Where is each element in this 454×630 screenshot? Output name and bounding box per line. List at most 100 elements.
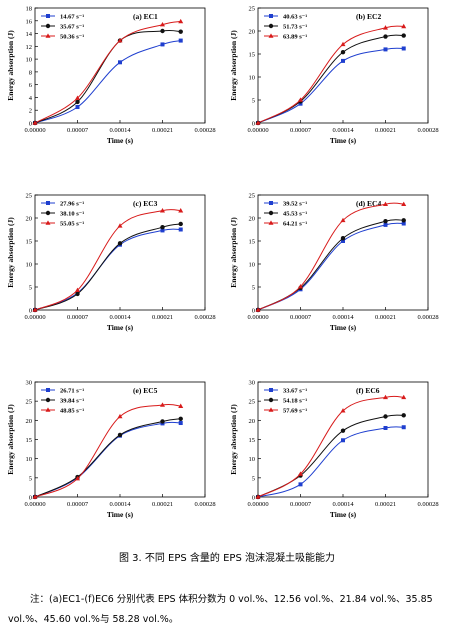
x-axis-label: Time (s) xyxy=(330,323,357,332)
data-point xyxy=(340,41,346,47)
data-point xyxy=(341,58,345,63)
legend-entry: 55.05 s⁻¹ xyxy=(60,221,84,228)
data-point xyxy=(160,28,165,34)
y-axis-label: Energy absorption (J) xyxy=(6,30,15,101)
legend-entry: 50.36 s⁻¹ xyxy=(60,34,84,41)
data-point xyxy=(178,421,183,426)
legend-entry: 45.53 s⁻¹ xyxy=(283,211,307,218)
data-point xyxy=(117,413,123,419)
series-line-1 xyxy=(257,47,404,124)
legend-entry: 38.10 s⁻¹ xyxy=(60,211,84,218)
data-point xyxy=(298,283,303,289)
x-axis-label: Time (s) xyxy=(330,510,357,519)
data-point xyxy=(160,42,165,47)
data-point xyxy=(401,46,406,51)
panel-label: (f) EC6 xyxy=(356,386,380,395)
x-tick-label: 0.00021 xyxy=(152,314,173,321)
y-tick-label: 15 xyxy=(249,239,256,246)
legend-entry: 40.63 s⁻¹ xyxy=(283,14,307,21)
data-point xyxy=(160,228,165,233)
data-point xyxy=(178,403,184,408)
legend-marker xyxy=(269,388,273,392)
chart-panel-5: 0.00000 0.00007 0.00014 0.00021 0.00028 0 5 10 1… xyxy=(6,380,216,520)
y-tick-label: 20 xyxy=(26,216,33,223)
chart-panel-4: 0.00000 0.00007 0.00014 0.00021 0.00028 0 5 10 1… xyxy=(229,193,439,333)
series-line-2 xyxy=(257,219,404,311)
x-tick-label: 0.00014 xyxy=(332,314,354,321)
data-point xyxy=(340,408,346,413)
y-tick-label: 25 xyxy=(26,193,33,200)
data-point xyxy=(160,22,165,27)
y-tick-label: 10 xyxy=(249,262,256,269)
data-point xyxy=(340,428,346,433)
y-tick-label: 15 xyxy=(26,437,33,444)
data-point xyxy=(32,494,38,499)
data-point xyxy=(401,425,406,430)
data-point xyxy=(383,34,388,39)
legend-marker xyxy=(269,201,273,205)
legend-marker xyxy=(268,397,274,403)
series-line-3 xyxy=(257,202,404,311)
y-tick-label: 0 xyxy=(252,495,255,502)
data-point xyxy=(401,23,407,29)
legend-marker xyxy=(46,14,50,18)
y-tick-label: 16 xyxy=(26,18,33,25)
y-axis-label: Energy absorption (J) xyxy=(229,217,238,288)
data-point xyxy=(340,49,346,55)
data-point xyxy=(75,287,80,293)
data-point xyxy=(160,402,165,407)
legend-entry: 14.67 s⁻¹ xyxy=(60,14,84,21)
y-tick-label: 5 xyxy=(252,285,255,292)
legend-entry: 51.73 s⁻¹ xyxy=(283,24,307,31)
x-tick-label: 0.00014 xyxy=(332,127,354,134)
data-point xyxy=(401,218,406,223)
y-tick-label: 5 xyxy=(252,475,255,482)
y-tick-label: 18 xyxy=(26,6,33,13)
y-tick-label: 10 xyxy=(26,262,33,269)
legend-entry: 39.52 s⁻¹ xyxy=(283,201,307,208)
series-line-1 xyxy=(34,421,181,498)
y-tick-label: 15 xyxy=(26,239,33,246)
x-tick-label: 0.00007 xyxy=(290,314,312,321)
legend-entry: 33.67 s⁻¹ xyxy=(283,388,307,395)
series-line-3 xyxy=(34,209,181,311)
data-point xyxy=(160,419,165,424)
y-axis-label: Energy absorption (J) xyxy=(229,404,238,475)
data-point xyxy=(298,471,303,476)
data-point xyxy=(341,239,345,243)
series-line-3 xyxy=(34,403,181,498)
x-tick-label: 0.00028 xyxy=(194,314,215,321)
data-point xyxy=(298,101,303,106)
legend-entry: 26.71 s⁻¹ xyxy=(60,388,84,395)
data-point xyxy=(75,476,80,481)
y-tick-label: 0 xyxy=(29,495,32,502)
data-point xyxy=(117,432,123,438)
x-tick-label: 0.00028 xyxy=(194,127,215,134)
data-point xyxy=(401,33,406,38)
data-point xyxy=(383,414,388,419)
legend-entry: 57.69 s⁻¹ xyxy=(283,408,307,415)
data-point xyxy=(32,120,38,125)
data-point xyxy=(255,307,261,312)
series-line-1 xyxy=(34,228,181,311)
legend-marker xyxy=(45,220,51,225)
chart-panel-1: 0.00000 0.00007 0.00014 0.00021 0.00028 0 2 4 6 8… xyxy=(6,6,216,146)
data-point xyxy=(298,97,303,102)
y-tick-label: 14 xyxy=(26,31,33,38)
data-point xyxy=(383,222,388,227)
y-tick-label: 2 xyxy=(29,108,32,115)
x-tick-label: 0.00021 xyxy=(375,501,396,508)
legend-entry: 64.21 s⁻¹ xyxy=(283,221,307,228)
data-point xyxy=(178,29,183,34)
legend-marker xyxy=(45,33,51,38)
data-point xyxy=(255,120,261,125)
chart-grid: 0.00000 0.00007 0.00014 0.00021 0.00028 0 2 4 6 8… xyxy=(6,6,439,520)
legend-entry: 63.89 s⁻¹ xyxy=(283,34,307,41)
x-tick-label: 0.00014 xyxy=(109,127,131,134)
x-tick-label: 0.00000 xyxy=(24,314,45,321)
data-point xyxy=(383,25,388,30)
x-tick-label: 0.00021 xyxy=(152,127,173,134)
y-tick-label: 0 xyxy=(252,121,255,128)
x-tick-label: 0.00021 xyxy=(152,501,173,508)
y-tick-label: 20 xyxy=(249,418,256,425)
